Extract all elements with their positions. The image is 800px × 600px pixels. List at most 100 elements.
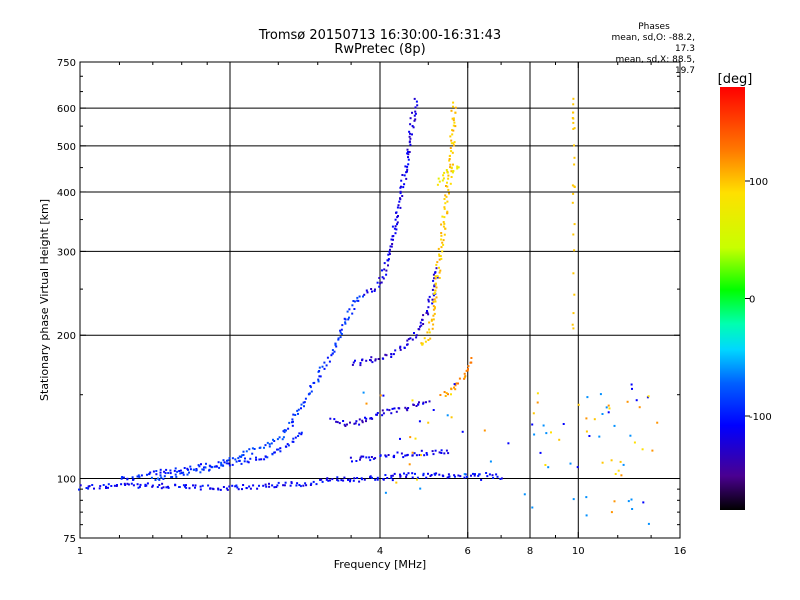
data-point <box>87 487 90 490</box>
data-point <box>245 487 248 490</box>
data-point <box>395 211 398 214</box>
data-point <box>507 442 510 445</box>
data-point <box>573 144 575 147</box>
data-point <box>440 234 443 237</box>
data-point <box>379 282 382 285</box>
data-point <box>194 486 196 489</box>
data-point <box>369 417 372 420</box>
data-point <box>425 452 428 454</box>
data-point <box>208 468 211 471</box>
data-point <box>572 272 575 275</box>
data-point <box>279 450 282 453</box>
data-point <box>432 300 435 303</box>
data-point <box>321 365 324 368</box>
data-point <box>435 267 438 270</box>
data-point <box>426 331 429 334</box>
data-point <box>573 127 576 130</box>
data-point <box>397 215 399 217</box>
data-point <box>370 288 373 290</box>
y-tick-label: 200 <box>57 331 76 342</box>
data-point <box>451 133 454 136</box>
data-point <box>201 484 204 487</box>
data-point <box>391 225 394 228</box>
data-point <box>393 407 396 410</box>
data-point <box>455 382 458 385</box>
data-point <box>371 361 374 364</box>
data-point <box>362 295 364 298</box>
data-point <box>400 179 403 182</box>
data-point <box>421 343 424 346</box>
data-point <box>419 487 422 490</box>
data-point <box>585 417 588 420</box>
data-point <box>562 423 565 425</box>
data-point <box>409 137 412 140</box>
data-point <box>463 476 466 479</box>
data-point <box>335 345 338 348</box>
data-point <box>300 431 303 434</box>
data-point <box>478 473 481 476</box>
data-point <box>370 359 372 362</box>
data-point <box>189 468 192 471</box>
data-point <box>351 304 354 307</box>
data-point <box>329 417 332 420</box>
data-point <box>319 478 322 481</box>
data-point <box>558 438 561 441</box>
data-point <box>195 468 198 470</box>
data-point <box>448 159 451 162</box>
data-point <box>428 331 431 334</box>
data-point <box>217 487 220 490</box>
data-point <box>407 407 410 409</box>
data-point <box>276 438 279 441</box>
data-point <box>334 344 337 347</box>
data-point <box>355 420 358 423</box>
data-point <box>382 277 385 280</box>
data-point <box>391 474 394 477</box>
data-point <box>192 484 194 487</box>
data-point <box>364 416 366 419</box>
data-point <box>88 485 91 488</box>
data-point <box>391 479 394 482</box>
data-point <box>450 416 453 419</box>
data-point <box>406 165 409 168</box>
data-point <box>363 478 366 481</box>
data-point <box>457 382 459 385</box>
data-point <box>466 369 469 372</box>
data-point <box>247 461 250 464</box>
data-point <box>449 163 452 166</box>
phase-stats-heading: Phases <box>638 22 670 32</box>
data-point <box>605 406 608 409</box>
data-point <box>438 266 440 269</box>
data-point <box>313 381 316 384</box>
data-point <box>425 476 428 479</box>
data-point <box>318 375 321 378</box>
data-point <box>449 182 452 185</box>
data-point <box>382 357 385 360</box>
data-point <box>302 401 305 404</box>
x-tick-label: 1 <box>77 546 83 557</box>
colorbar-ticks: 100 0 -100 <box>745 177 772 423</box>
data-point <box>573 249 576 252</box>
data-point <box>424 340 427 343</box>
data-point <box>237 457 240 460</box>
data-point <box>427 298 430 301</box>
data-point <box>399 474 402 477</box>
data-point <box>406 168 409 171</box>
data-point <box>139 483 142 486</box>
data-point <box>452 124 455 127</box>
data-point <box>400 185 402 188</box>
data-point <box>99 485 102 488</box>
data-point <box>395 410 398 413</box>
x-tick-label: 2 <box>227 546 233 557</box>
data-point <box>413 452 416 455</box>
data-point <box>238 455 241 458</box>
data-point <box>349 478 352 481</box>
data-point <box>390 474 393 477</box>
data-point <box>419 321 422 324</box>
data-point <box>161 482 164 485</box>
data-point <box>131 476 134 479</box>
data-point <box>444 395 447 397</box>
data-point <box>647 522 650 525</box>
data-point <box>226 459 228 462</box>
data-point <box>258 484 260 487</box>
